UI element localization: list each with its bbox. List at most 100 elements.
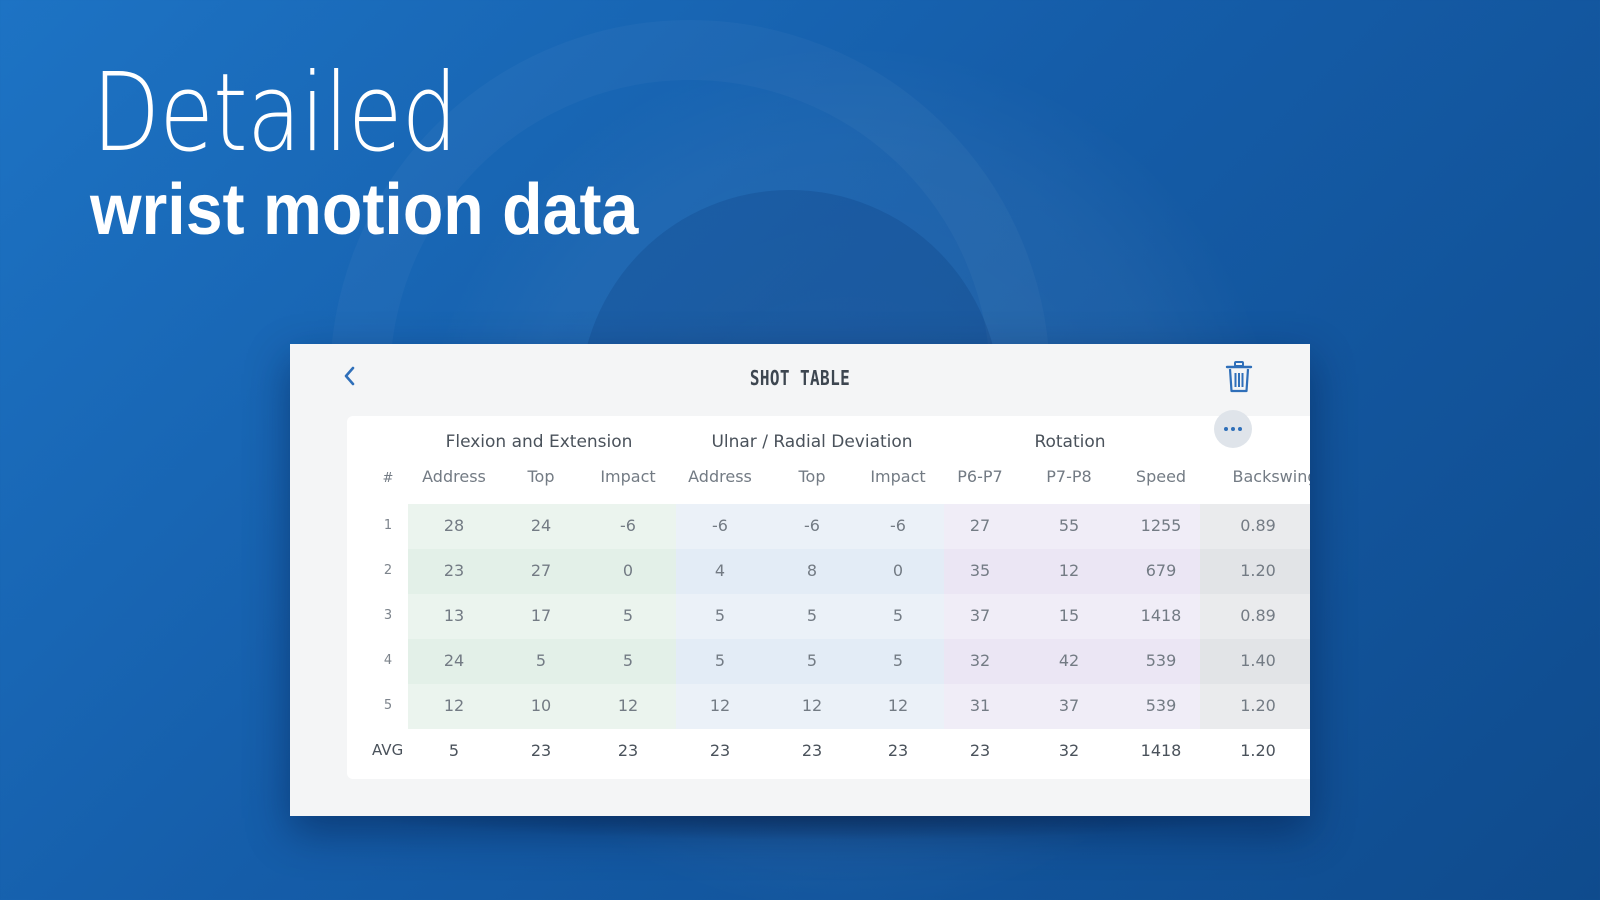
table-cell: 32 (969, 651, 991, 670)
table-cell: 17 (530, 606, 552, 625)
avg-cell: 5 (448, 741, 460, 760)
table-row[interactable] (408, 684, 1310, 729)
row-number: 1 (383, 518, 393, 533)
table-cell: 31 (969, 696, 991, 715)
table-cell: 23 (443, 561, 465, 580)
column-header: P6-P7 (957, 467, 1003, 486)
table-cell: 5 (714, 651, 726, 670)
table-cell: 4 (714, 561, 726, 580)
delete-button[interactable] (1224, 360, 1254, 394)
table-cell: 5 (892, 651, 904, 670)
avg-cell: 1418 (1140, 741, 1182, 760)
table-cell: 28 (443, 516, 465, 535)
table-cell: 37 (1058, 696, 1080, 715)
avg-cell: 23 (969, 741, 991, 760)
screen-title: SHOT TABLE (749, 366, 851, 390)
column-group-header: Rotation (1034, 432, 1106, 452)
table-cell: 10 (530, 696, 552, 715)
table-row[interactable] (408, 504, 1310, 549)
screen-header: SHOT TABLE (290, 344, 1310, 410)
table-cell: 1255 (1140, 516, 1182, 535)
table-cell: 5 (622, 651, 634, 670)
chevron-left-icon (344, 366, 355, 386)
table-cell: 12 (887, 696, 909, 715)
table-cell: 12 (617, 696, 639, 715)
more-horizontal-icon (1224, 427, 1228, 431)
table-cell: 12 (801, 696, 823, 715)
table-cell: 55 (1058, 516, 1080, 535)
row-number: 5 (383, 698, 393, 713)
table-cell: 37 (969, 606, 991, 625)
flexion-extension-column-band (408, 504, 676, 729)
column-header: Impact (870, 467, 926, 486)
headline-subtitle: wrist motion data (90, 170, 639, 250)
table-cell: 24 (530, 516, 552, 535)
table-cell: 1418 (1140, 606, 1182, 625)
table-cell: -6 (804, 516, 820, 535)
avg-cell: 23 (709, 741, 731, 760)
more-options-button[interactable] (1214, 410, 1252, 448)
table-cell: 5 (714, 606, 726, 625)
table-cell: 539 (1145, 696, 1177, 715)
table-cell: 13 (443, 606, 465, 625)
avg-label: AVG (372, 741, 404, 759)
avg-cell: 23 (530, 741, 552, 760)
table-cell: 42 (1058, 651, 1080, 670)
column-group-header: Ulnar / Radial Deviation (711, 432, 913, 452)
table-cell: 12 (443, 696, 465, 715)
table-cell: 27 (969, 516, 991, 535)
column-header: Address (422, 467, 486, 486)
table-cell: 15 (1058, 606, 1080, 625)
column-header: Top (527, 467, 555, 486)
table-cell: 8 (806, 561, 818, 580)
table-cell: 5 (892, 606, 904, 625)
table-cell: 0 (622, 561, 634, 580)
column-header: Backswing (1232, 467, 1310, 486)
table-cell: 35 (969, 561, 991, 580)
table-cell: -6 (712, 516, 728, 535)
table-cell: 5 (622, 606, 634, 625)
more-horizontal-icon-dot (1231, 427, 1235, 431)
shot-table-screen: SHOT TABLE Flexion and Extension Ulnar / … (290, 344, 1310, 816)
table-cell: 24 (443, 651, 465, 670)
row-number: 4 (383, 653, 393, 668)
table-cell: 1.40 (1240, 651, 1276, 670)
table-cell: -6 (620, 516, 636, 535)
back-button[interactable] (338, 364, 362, 388)
table-cell: 0.89 (1240, 606, 1276, 625)
column-header: Speed (1135, 467, 1187, 486)
ulnar-radial-column-band (676, 504, 944, 729)
table-cell: 27 (530, 561, 552, 580)
column-header: # (382, 471, 394, 486)
column-header: Top (798, 467, 826, 486)
column-header: Address (688, 467, 752, 486)
avg-cell: 1.20 (1240, 741, 1276, 760)
table-cell: 539 (1145, 651, 1177, 670)
rotation-column-band (944, 504, 1200, 729)
more-horizontal-icon-dot (1238, 427, 1242, 431)
column-header: P7-P8 (1046, 467, 1092, 486)
trash-icon (1225, 361, 1253, 393)
avg-cell: 23 (887, 741, 909, 760)
column-group-header: Flexion and Extension (445, 432, 633, 452)
row-number: 2 (383, 563, 393, 578)
table-cell: 0 (892, 561, 904, 580)
avg-cell: 32 (1058, 741, 1080, 760)
table-cell: 679 (1145, 561, 1177, 580)
table-cell: 5 (535, 651, 547, 670)
headline-title: Detailed (92, 51, 458, 176)
table-cell: 1.20 (1240, 696, 1276, 715)
table-cell: 1.20 (1240, 561, 1276, 580)
avg-cell: 23 (801, 741, 823, 760)
table-row[interactable] (408, 594, 1310, 639)
table-cell: 0.89 (1240, 516, 1276, 535)
column-header: Impact (600, 467, 656, 486)
backswing-column-band (1200, 504, 1310, 729)
table-cell: 12 (1058, 561, 1080, 580)
table-cell: -6 (890, 516, 906, 535)
headline: Detailed wrist motion data (90, 51, 686, 251)
avg-cell: 23 (617, 741, 639, 760)
table-cell: 5 (806, 606, 818, 625)
table-cell: 5 (806, 651, 818, 670)
row-number: 3 (383, 608, 393, 623)
